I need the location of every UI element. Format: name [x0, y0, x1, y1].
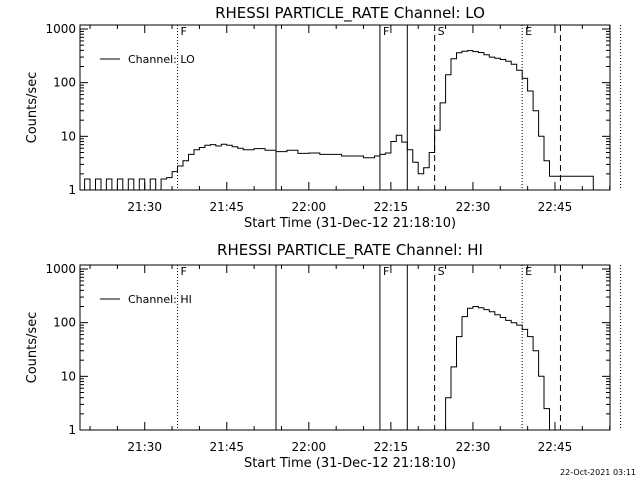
- chart-channel-hi: RHESSI PARTICLE_RATE Channel: HI 1 10 100 10…: [25, 241, 622, 471]
- y-axis-label: Counts/sec: [25, 312, 40, 384]
- x-tick-label: 21:45: [209, 440, 244, 454]
- chart-title: RHESSI PARTICLE_RATE Channel: HI: [217, 241, 483, 260]
- event-label: S: [438, 265, 445, 278]
- y-tick-label: 1: [68, 423, 76, 437]
- legend: Channel: LO: [100, 53, 195, 66]
- x-tick-label: 22:00: [292, 200, 327, 214]
- x-tick-label: 22:15: [374, 440, 409, 454]
- legend-label: Channel: LO: [128, 53, 195, 66]
- x-tick-label: 22:45: [538, 200, 573, 214]
- legend: Channel: HI: [100, 293, 192, 306]
- timestamp-footer: 22-Oct-2021 03:11: [560, 468, 636, 477]
- event-label: F: [383, 25, 389, 38]
- y-tick-label: 10: [61, 369, 76, 383]
- x-tick-label: 21:30: [127, 440, 162, 454]
- chart-title: RHESSI PARTICLE_RATE Channel: LO: [215, 4, 485, 23]
- y-tick-label: 1000: [45, 22, 76, 36]
- event-label: E: [525, 25, 532, 38]
- plot-frame: [79, 24, 611, 191]
- chart-channel-lo: RHESSI PARTICLE_RATE Channel: LO 1 10 100 10…: [25, 4, 622, 231]
- series-line: [80, 50, 599, 191]
- y-tick-label: 1: [68, 183, 76, 197]
- x-axis-label: Start Time (31-Dec-12 21:18:10): [244, 216, 456, 231]
- plot-frame: [79, 264, 611, 431]
- series-line: [440, 306, 550, 431]
- x-tick-label: 22:00: [292, 440, 327, 454]
- event-label: E: [525, 265, 532, 278]
- y-tick-label: 10: [61, 129, 76, 143]
- y-tick-label: 100: [53, 76, 76, 90]
- event-label: F: [181, 265, 187, 278]
- x-tick-label: 22:30: [456, 200, 491, 214]
- event-label: S: [438, 25, 445, 38]
- x-tick-label: 22:45: [538, 440, 573, 454]
- y-tick-label: 1000: [45, 262, 76, 276]
- x-tick-label: 21:45: [209, 200, 244, 214]
- legend-label: Channel: HI: [128, 293, 192, 306]
- event-label: F: [383, 265, 389, 278]
- x-tick-label: 22:15: [374, 200, 409, 214]
- event-label: F: [181, 25, 187, 38]
- y-axis-label: Counts/sec: [25, 72, 40, 144]
- y-tick-label: 100: [53, 316, 76, 330]
- x-tick-label: 21:30: [127, 200, 162, 214]
- x-tick-label: 22:30: [456, 440, 491, 454]
- x-axis-label: Start Time (31-Dec-12 21:18:10): [244, 456, 456, 471]
